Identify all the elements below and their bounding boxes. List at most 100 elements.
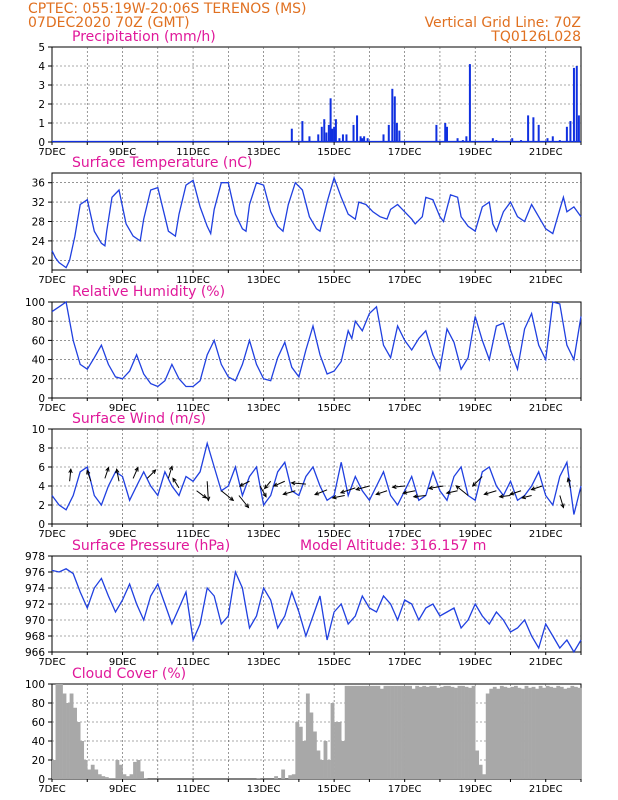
pressure-series-line bbox=[51, 568, 582, 654]
wind-arrow-head bbox=[375, 491, 381, 496]
precip-bar bbox=[352, 124, 355, 142]
wind-arrow bbox=[282, 490, 296, 496]
wind-arrow bbox=[530, 485, 543, 491]
precipitation-xtick-label: 11DEC bbox=[176, 147, 210, 158]
wind-arrow-head bbox=[331, 495, 337, 500]
precip-bar bbox=[334, 119, 337, 142]
cloud-bar bbox=[563, 688, 568, 779]
pressure-ytick-label: 974 bbox=[25, 583, 45, 595]
wind-arrow bbox=[566, 477, 571, 489]
cloud-bar bbox=[397, 685, 402, 779]
cloud-xtick-label: 9DEC bbox=[109, 784, 136, 795]
wind-arrow-head bbox=[290, 480, 296, 486]
cloud-bar bbox=[369, 685, 374, 779]
wind-arrow bbox=[132, 466, 139, 479]
wind-arrow-head bbox=[560, 503, 565, 509]
humidity-ytick-label: 0 bbox=[38, 393, 45, 405]
cloud-bar bbox=[101, 776, 106, 779]
wind-arrow bbox=[427, 485, 444, 491]
pressure-xtick-label: 13DEC bbox=[247, 657, 281, 668]
precip-bar bbox=[398, 130, 401, 142]
precip-bar bbox=[569, 121, 572, 142]
cloud-bar bbox=[566, 687, 571, 779]
wind-arrow-head bbox=[151, 469, 157, 474]
precip-bar bbox=[317, 134, 320, 142]
wind-arrow bbox=[104, 466, 110, 479]
cloud-bar bbox=[570, 685, 575, 779]
cloud-bar bbox=[94, 769, 99, 779]
wind-arrow-shaft bbox=[521, 495, 532, 499]
wind-arrow bbox=[196, 490, 208, 499]
cloud-bar bbox=[468, 687, 472, 779]
wind-arrow-shaft bbox=[167, 466, 173, 479]
precip-bar bbox=[445, 126, 448, 142]
cloud-bar bbox=[471, 685, 476, 779]
cloud-bar bbox=[422, 685, 427, 779]
wind-arrow-head bbox=[115, 468, 120, 474]
precip-bar bbox=[527, 115, 530, 142]
pressure-title: Surface Pressure (hPa) bbox=[72, 538, 230, 554]
wind-arrow-head bbox=[314, 491, 320, 496]
precip-bar bbox=[333, 126, 336, 142]
humidity-ytick-label: 100 bbox=[25, 297, 45, 309]
cloud-bar bbox=[97, 774, 102, 779]
precip-bar bbox=[323, 119, 326, 142]
wind-arrow-shaft bbox=[104, 467, 109, 479]
humidity-xtick-label: 21DEC bbox=[529, 403, 563, 414]
wind-arrow bbox=[339, 487, 356, 494]
cloud-bar bbox=[344, 685, 349, 779]
cloud-bar bbox=[545, 685, 550, 779]
wind-arrow-head bbox=[68, 468, 73, 474]
precipitation-xtick-label: 17DEC bbox=[388, 147, 422, 158]
precip-bar bbox=[327, 124, 330, 142]
temperature-xtick-label: 13DEC bbox=[247, 275, 281, 286]
cloud-bar bbox=[496, 688, 501, 779]
cloud-bar bbox=[323, 741, 328, 779]
precip-bar bbox=[468, 64, 471, 142]
cloud-bar bbox=[436, 687, 441, 779]
precip-bar bbox=[345, 134, 348, 142]
wind-frame bbox=[51, 428, 582, 525]
precip-bar bbox=[393, 96, 396, 142]
precip-bar bbox=[465, 136, 468, 142]
wind-arrow bbox=[272, 480, 285, 487]
humidity-series-line bbox=[51, 300, 582, 388]
cloud-bar bbox=[528, 687, 532, 779]
cloud-bar bbox=[337, 722, 342, 779]
run-date: 07DEC2020 70Z (GMT) bbox=[28, 15, 190, 31]
humidity-xtick-label: 19DEC bbox=[458, 403, 492, 414]
precip-bar bbox=[551, 136, 554, 142]
wind-xtick-label: 13DEC bbox=[247, 529, 281, 540]
cloud-bar bbox=[418, 686, 423, 779]
humidity-xtick-label: 11DEC bbox=[176, 403, 210, 414]
model-code: TQ0126L028 bbox=[490, 29, 581, 45]
precip-bar bbox=[359, 136, 362, 142]
cloud-bar bbox=[52, 760, 56, 779]
cloud-bar bbox=[425, 686, 430, 779]
pressure-xtick-label: 21DEC bbox=[529, 657, 563, 668]
precip-bar bbox=[338, 138, 341, 142]
wind-arrow-shaft bbox=[220, 490, 234, 501]
pressure-xtick-label: 9DEC bbox=[109, 657, 136, 668]
wind-arrow-shaft bbox=[146, 469, 156, 479]
pressure-xtick-label: 17DEC bbox=[388, 657, 422, 668]
cloud-bar bbox=[499, 685, 504, 779]
wind-ytick-label: 4 bbox=[38, 481, 45, 493]
precipitation-ytick-label: 1 bbox=[38, 118, 45, 130]
cloud-bar bbox=[126, 776, 130, 779]
humidity-ytick-label: 80 bbox=[32, 316, 45, 328]
model-altitude: Model Altitude: 316.157 m bbox=[300, 538, 486, 554]
precip-bar bbox=[366, 138, 369, 142]
wind-arrow-head bbox=[412, 494, 418, 499]
grid-note: Vertical Grid Line: 70Z bbox=[425, 15, 581, 31]
wind-arrow-shaft bbox=[559, 495, 564, 508]
wind-arrow-shaft bbox=[239, 480, 250, 487]
cloud-bar bbox=[478, 764, 483, 779]
wind-arrow-head bbox=[339, 489, 345, 494]
temperature-series-line bbox=[51, 175, 582, 269]
wind-arrow-shaft bbox=[510, 490, 522, 495]
wind-arrow-shaft bbox=[172, 478, 180, 489]
cloud-bar bbox=[432, 685, 437, 779]
wind-arrow bbox=[146, 469, 157, 479]
